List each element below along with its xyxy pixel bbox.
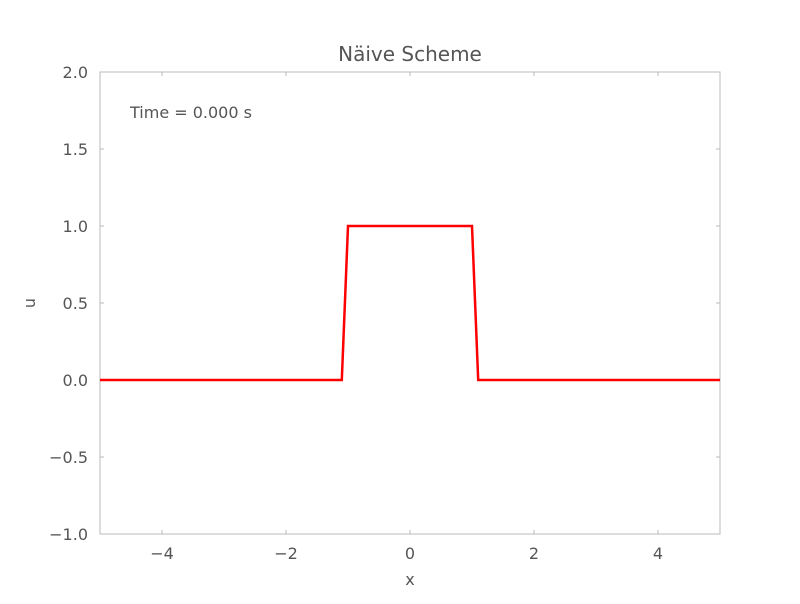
series-group	[100, 224, 720, 382]
y-tick-label: 0.0	[63, 371, 88, 390]
y-tick-label: −0.5	[49, 448, 88, 467]
y-tick-label: 1.5	[63, 140, 88, 159]
y-tick-label: 2.0	[63, 63, 88, 82]
y-axis-ticks: −1.0 −0.5 0.0 0.5 1.0 1.5 2.0	[49, 63, 720, 544]
x-tick-label: 4	[653, 544, 663, 563]
x-axis-label: x	[405, 570, 414, 589]
chart-title: Näive Scheme	[338, 42, 482, 66]
y-tick-label: −1.0	[49, 525, 88, 544]
x-tick-label: 0	[405, 544, 415, 563]
time-annotation: Time = 0.000 s	[129, 103, 252, 122]
y-tick-label: 1.0	[63, 217, 88, 236]
x-axis-ticks: −4 −2 0 2 4	[150, 72, 663, 563]
y-axis-label: u	[20, 298, 39, 308]
series-line	[100, 224, 720, 382]
x-tick-label: −4	[150, 544, 174, 563]
y-tick-label: 0.5	[63, 294, 88, 313]
x-tick-label: 2	[529, 544, 539, 563]
x-tick-label: −2	[274, 544, 298, 563]
